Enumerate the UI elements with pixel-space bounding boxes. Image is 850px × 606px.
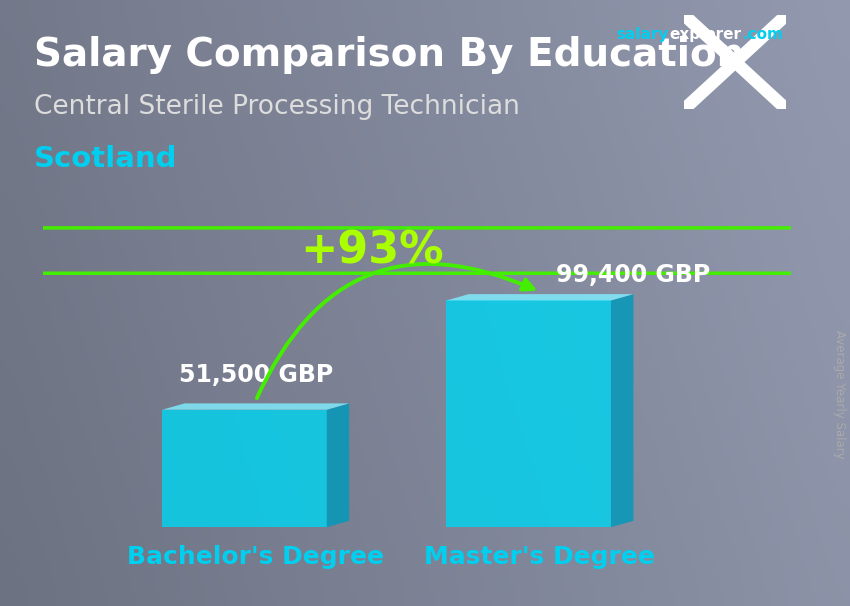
Text: Salary Comparison By Education: Salary Comparison By Education xyxy=(34,36,745,75)
Text: 51,500 GBP: 51,500 GBP xyxy=(178,363,333,387)
Polygon shape xyxy=(446,294,633,301)
Text: +93%: +93% xyxy=(300,229,444,272)
Text: 99,400 GBP: 99,400 GBP xyxy=(556,263,711,287)
Text: salary: salary xyxy=(616,27,669,42)
Text: Scotland: Scotland xyxy=(34,145,178,173)
Text: Central Sterile Processing Technician: Central Sterile Processing Technician xyxy=(34,94,520,120)
Text: Average Yearly Salary: Average Yearly Salary xyxy=(833,330,846,458)
Polygon shape xyxy=(446,301,611,527)
Polygon shape xyxy=(162,404,349,410)
Text: Bachelor's Degree: Bachelor's Degree xyxy=(128,545,384,570)
Polygon shape xyxy=(611,294,633,527)
Polygon shape xyxy=(162,410,326,527)
Text: Master's Degree: Master's Degree xyxy=(424,545,655,570)
Polygon shape xyxy=(326,404,349,527)
Text: .com: .com xyxy=(742,27,783,42)
Text: explorer: explorer xyxy=(669,27,741,42)
